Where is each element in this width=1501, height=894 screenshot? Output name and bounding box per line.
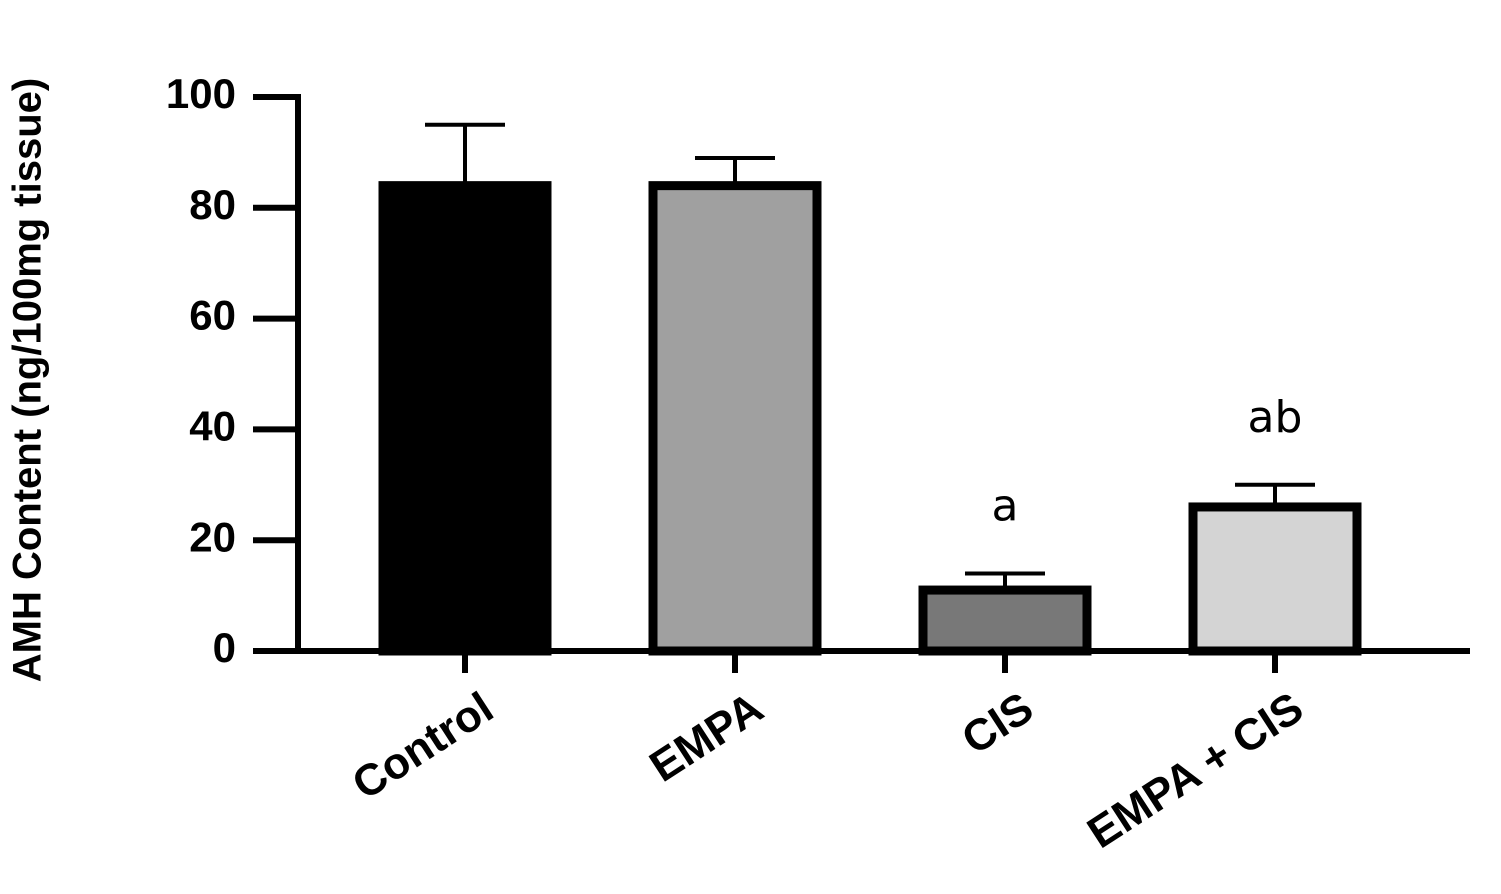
bar [918, 585, 1092, 656]
y-tick-label: 80 [189, 181, 236, 228]
x-tick-label: EMPA [641, 683, 772, 792]
bar [648, 181, 822, 656]
y-tick-label: 40 [189, 402, 236, 449]
bar [1188, 502, 1362, 656]
bar [378, 181, 552, 656]
x-tick-label: Control [344, 683, 502, 809]
annotation: a [992, 480, 1019, 531]
y-tick-label: 100 [166, 70, 236, 117]
annotation: ab [1248, 392, 1303, 443]
x-tick-label: EMPA + CIS [1079, 683, 1312, 858]
y-tick-label: 60 [189, 292, 236, 339]
y-axis-label: AMH Content (ng/100mg tissue) [6, 78, 50, 682]
x-tick-label: CIS [954, 683, 1042, 764]
y-tick-label: 20 [189, 513, 236, 560]
y-tick-label: 0 [213, 624, 236, 671]
